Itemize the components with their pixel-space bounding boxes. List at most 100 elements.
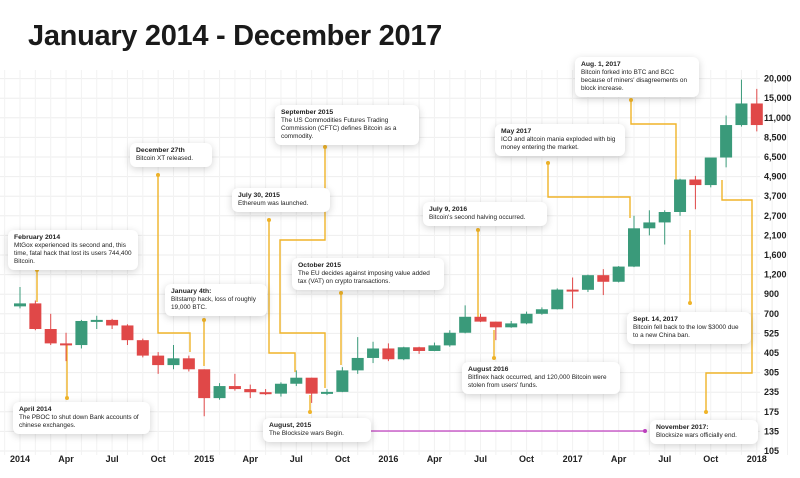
x-tick-label: 2015 bbox=[194, 454, 214, 464]
y-tick-label: 15,000 bbox=[764, 93, 792, 103]
annotation-date: February 2014 bbox=[14, 234, 61, 241]
annotation-text: Blocksize wars officially end. bbox=[656, 432, 737, 439]
candle-body bbox=[443, 332, 456, 346]
annotation-nov2017: November 2017: Blocksize wars officially … bbox=[650, 420, 758, 444]
candle-body bbox=[29, 303, 42, 330]
annotation-jul2016: July 9, 2016 Bitcoin's second halving occ… bbox=[423, 202, 547, 226]
candle-body bbox=[397, 347, 410, 360]
y-tick-label: 4,900 bbox=[764, 172, 787, 182]
annotation-date: August, 2015 bbox=[269, 422, 312, 429]
y-tick-label: 8,500 bbox=[764, 132, 787, 142]
y-tick-label: 20,000 bbox=[764, 74, 792, 84]
candle-body bbox=[121, 325, 134, 341]
candle-body bbox=[274, 383, 287, 394]
x-tick-label: Oct bbox=[151, 454, 166, 464]
annotation-date: October 2015 bbox=[298, 262, 342, 269]
candle-body bbox=[244, 389, 257, 393]
candle-body bbox=[581, 275, 594, 290]
annotation-text: Bitcoin's second halving occurred. bbox=[429, 214, 526, 221]
annotation-connector bbox=[630, 100, 677, 183]
annotation-text: The US Commodities Futures Trading Commi… bbox=[281, 117, 397, 140]
x-tick-label: 2018 bbox=[747, 454, 767, 464]
x-tick-label: Jul bbox=[106, 454, 119, 464]
candle-body bbox=[182, 358, 195, 370]
connector-dot bbox=[688, 301, 692, 305]
connector-dot bbox=[202, 318, 206, 322]
candle-body bbox=[367, 348, 380, 358]
x-tick-label: Apr bbox=[58, 454, 74, 464]
candle-body bbox=[643, 222, 656, 229]
x-tick-label: 2017 bbox=[563, 454, 583, 464]
y-tick-label: 525 bbox=[764, 328, 779, 338]
candle-body bbox=[720, 125, 733, 158]
candle-body bbox=[167, 358, 180, 366]
annotation-dec27: December 27th Bitcoin XT released. bbox=[130, 143, 212, 167]
candle-body bbox=[735, 103, 748, 126]
candle-body bbox=[321, 391, 333, 394]
annotation-connector bbox=[547, 163, 631, 218]
x-tick-label: Apr bbox=[427, 454, 443, 464]
connector-dot bbox=[492, 356, 496, 360]
connector-dot bbox=[65, 396, 69, 400]
annotation-apr2014: April 2014 The PBOC to shut down Bank acc… bbox=[13, 402, 150, 434]
candle-body bbox=[213, 386, 226, 399]
candle-body bbox=[60, 343, 73, 346]
candle-body bbox=[628, 228, 640, 267]
annotation-text: ICO and altcoin mania exploded with big … bbox=[501, 136, 616, 151]
candle-body bbox=[750, 103, 763, 126]
annotation-text: Bitcoin fell back to the low $3000 due t… bbox=[633, 324, 739, 339]
candle-body bbox=[489, 321, 502, 328]
annotation-text: Bitcoin forked into BTC and BCC because … bbox=[581, 69, 688, 92]
annotation-date: August 2016 bbox=[468, 366, 509, 373]
candle-body bbox=[75, 320, 88, 346]
candle-body bbox=[674, 179, 687, 213]
annotation-connector bbox=[705, 180, 753, 412]
candle-body bbox=[689, 179, 702, 186]
candle-body bbox=[382, 348, 395, 360]
candle-body bbox=[305, 377, 318, 394]
connector-dot bbox=[339, 291, 343, 295]
y-tick-label: 11,000 bbox=[764, 113, 791, 123]
annotation-text: MtGox experienced its second and, this t… bbox=[14, 242, 132, 265]
annotation-date: December 27th bbox=[136, 147, 185, 154]
candle-body bbox=[551, 289, 564, 310]
annotation-jan4: January 4th: Bitstamp hack, loss of rough… bbox=[165, 284, 267, 316]
annotation-text: The Blocksize wars Begin. bbox=[269, 430, 344, 437]
annotation-aug2015: August, 2015 The Blocksize wars Begin. bbox=[263, 418, 371, 442]
connector-dot bbox=[308, 410, 312, 414]
y-tick-label: 2,100 bbox=[764, 230, 787, 240]
y-tick-label: 6,500 bbox=[764, 152, 787, 162]
annotation-text: The PBOC to shut down Bank accounts of c… bbox=[19, 414, 139, 429]
chart-title: January 2014 - December 2017 bbox=[28, 20, 442, 52]
annotation-text: Ethereum was launched. bbox=[238, 200, 309, 207]
candle-body bbox=[14, 303, 26, 307]
annotation-jul30: July 30, 2015 Ethereum was launched. bbox=[232, 188, 330, 212]
y-tick-label: 235 bbox=[764, 387, 779, 397]
annotation-text: Bitfinex hack occurred, and 120,000 Bitc… bbox=[468, 374, 607, 389]
connector-dot bbox=[476, 228, 480, 232]
y-tick-label: 305 bbox=[764, 368, 779, 378]
annotation-date: July 9, 2016 bbox=[429, 206, 468, 213]
candle-body bbox=[44, 329, 57, 344]
y-tick-label: 405 bbox=[764, 348, 779, 358]
connector-dot bbox=[546, 161, 550, 165]
x-tick-label: 2016 bbox=[378, 454, 398, 464]
candle-body bbox=[658, 212, 671, 223]
candle-body bbox=[459, 316, 472, 333]
y-tick-label: 135 bbox=[764, 426, 779, 436]
y-tick-label: 700 bbox=[764, 309, 779, 319]
annotation-connector bbox=[268, 220, 296, 372]
annotation-date: April 2014 bbox=[19, 406, 52, 413]
candle-body bbox=[152, 355, 165, 366]
x-tick-label: Jul bbox=[474, 454, 487, 464]
connector-dot bbox=[629, 98, 633, 102]
x-tick-label: 2014 bbox=[10, 454, 30, 464]
annotation-sep2017: Sept. 14, 2017 Bitcoin fell back to the l… bbox=[627, 312, 751, 344]
annotation-date: Sept. 14, 2017 bbox=[633, 316, 678, 323]
candle-body bbox=[90, 319, 103, 322]
candle-body bbox=[612, 266, 625, 282]
candle-body bbox=[351, 357, 364, 371]
x-tick-label: Apr bbox=[611, 454, 627, 464]
y-tick-label: 175 bbox=[764, 407, 779, 417]
x-tick-label: Jul bbox=[290, 454, 303, 464]
